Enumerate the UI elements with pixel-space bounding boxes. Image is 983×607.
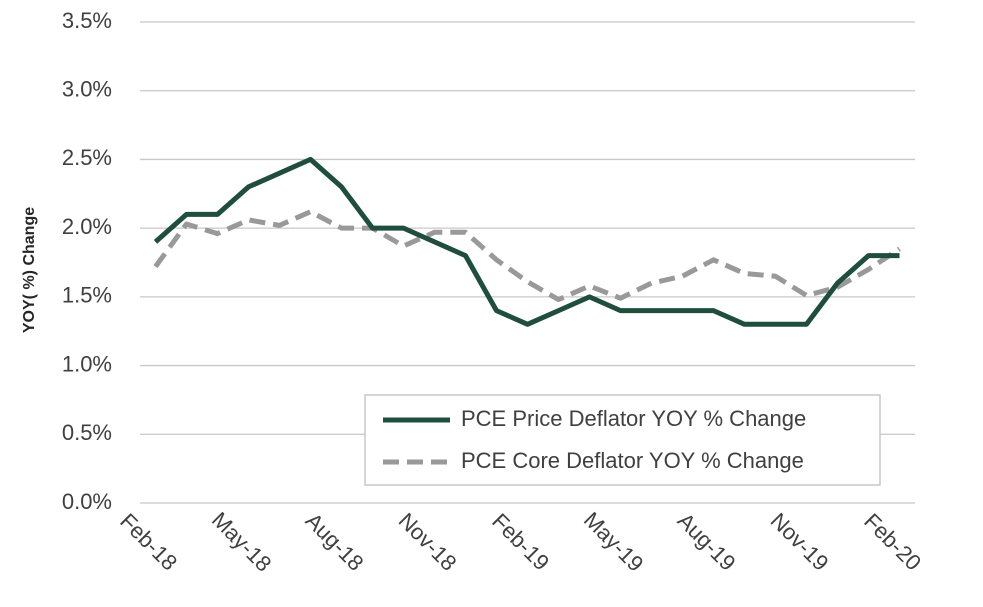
x-tick-label: Feb-19	[487, 508, 554, 575]
x-tick-label: May-19	[579, 507, 649, 577]
y-tick-label: 3.5%	[62, 8, 112, 33]
y-axis-label: YOY( %) Change	[21, 207, 38, 333]
y-tick-label: 2.0%	[62, 214, 112, 239]
y-tick-label: 3.0%	[62, 77, 112, 102]
line-series	[153, 156, 900, 327]
x-tick-label: Nov-19	[766, 508, 834, 576]
legend-label: PCE Core Deflator YOY % Change	[461, 448, 804, 473]
x-tick-label: Aug-19	[673, 508, 741, 576]
y-tick-label: 1.5%	[62, 283, 112, 308]
y-tick-label: 0.0%	[62, 489, 112, 514]
x-tick-label: Feb-20	[859, 508, 926, 575]
x-tick-label: May-18	[207, 507, 277, 577]
y-tick-label: 1.0%	[62, 351, 112, 376]
x-tick-label: Aug-18	[301, 508, 369, 576]
y-tick-label: 0.5%	[62, 420, 112, 445]
x-tick-label: Feb-18	[115, 508, 182, 575]
line-series	[153, 209, 901, 303]
legend-box	[364, 394, 881, 486]
legend: PCE Price Deflator YOY % Change PCE Core …	[364, 394, 881, 486]
y-tick-label: 2.5%	[62, 145, 112, 170]
legend-label: PCE Price Deflator YOY % Change	[461, 406, 806, 431]
x-tick-label: Nov-18	[394, 508, 462, 576]
